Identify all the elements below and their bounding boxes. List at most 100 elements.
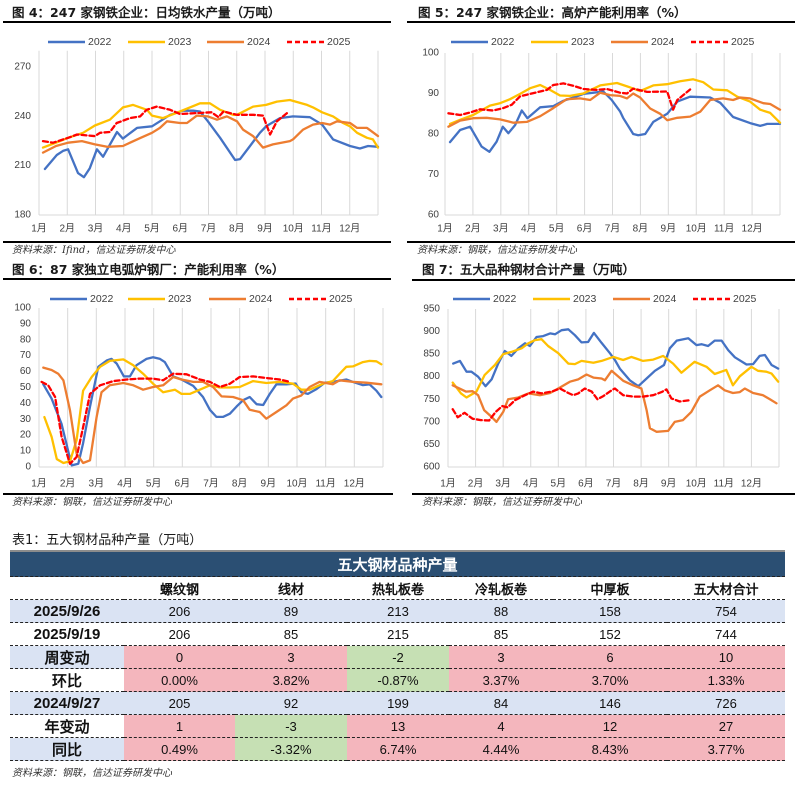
table-1-source: 资料来源：钢联，信达证券研发中心 bbox=[12, 768, 172, 779]
x-tick-label: 5月 bbox=[549, 223, 565, 235]
series-line-2023 bbox=[43, 358, 383, 465]
legend-label-2024: 2024 bbox=[651, 36, 675, 48]
series-line-2025 bbox=[41, 105, 289, 144]
y-tick-label: 80 bbox=[428, 129, 440, 140]
y-tick-label: 50 bbox=[20, 382, 32, 393]
x-tick-label: 4月 bbox=[521, 223, 537, 235]
column-header-rebar: 螺纹钢 bbox=[124, 576, 235, 600]
table-row: 同比 0.49% -3.32% 6.74% 4.44% 8.43% 3.77% bbox=[10, 737, 786, 761]
y-tick-label: 20 bbox=[20, 430, 32, 441]
x-tick-label: 11月 bbox=[315, 478, 335, 490]
row-label: 周变动 bbox=[10, 645, 124, 669]
x-tick-label: 12月 bbox=[344, 478, 365, 490]
x-tick-label: 9月 bbox=[661, 223, 677, 235]
x-tick-label: 12月 bbox=[742, 223, 763, 235]
x-tick-label: 7月 bbox=[203, 478, 219, 490]
x-tick-label: 2月 bbox=[59, 223, 75, 235]
figure-7-bottom-rule bbox=[412, 493, 795, 495]
y-tick-label: 90 bbox=[428, 88, 440, 99]
x-tick-label: 1月 bbox=[437, 223, 453, 235]
column-header-row: 螺纹钢 线材 热轧板卷 冷轧板卷 中厚板 五大材合计 bbox=[10, 576, 786, 600]
table-row: 2025/9/26 206 89 213 88 158 754 bbox=[10, 599, 786, 623]
series-line-2023 bbox=[451, 338, 780, 399]
figure-7-chart: 600 650 700 750 800 850 900 950 1月 2月 3月 4月 5月 6月 7月 8月… bbox=[423, 293, 780, 490]
series-line-2025 bbox=[447, 82, 692, 117]
table-cell: 206 bbox=[124, 599, 235, 623]
x-tick-label: 8月 bbox=[229, 223, 245, 235]
x-tick-label: 7月 bbox=[201, 223, 217, 235]
x-tick-label: 6月 bbox=[578, 478, 594, 490]
x-tick-label: 1月 bbox=[440, 478, 456, 490]
x-tick-label: 11月 bbox=[311, 223, 331, 235]
x-tick-label: 2月 bbox=[468, 478, 484, 490]
table-cell: 146 bbox=[553, 691, 667, 715]
x-tick-label: 8月 bbox=[633, 223, 649, 235]
table-cell: 3.37% bbox=[449, 668, 553, 692]
table-cell: 199 bbox=[347, 691, 449, 715]
column-header-wire-rod: 线材 bbox=[235, 576, 347, 600]
table-cell: 3 bbox=[449, 645, 553, 669]
y-tick-label: 30 bbox=[20, 414, 32, 425]
figure-4-chart: 180 210 240 270 1月 2月 3月 4月 5月 6月 7月 8月 9月 10月 11月 12月 2… bbox=[14, 36, 380, 235]
table-cell: 213 bbox=[347, 599, 449, 623]
row-label: 2024/9/27 bbox=[10, 691, 124, 715]
x-tick-label: 12月 bbox=[741, 478, 762, 490]
table-row: 环比 0.00% 3.82% -0.87% 3.37% 3.70% 1.33% bbox=[10, 668, 786, 692]
y-tick-label: 60 bbox=[20, 366, 32, 377]
x-tick-label: 4月 bbox=[523, 478, 539, 490]
table-cell: 3.77% bbox=[667, 737, 786, 761]
legend-label-2024: 2024 bbox=[653, 293, 677, 305]
x-tick-label: 8月 bbox=[633, 478, 649, 490]
y-tick-label: 40 bbox=[20, 398, 32, 409]
y-tick-label: 850 bbox=[423, 349, 440, 360]
table-cell: 4.44% bbox=[449, 737, 553, 761]
y-tick-label: 900 bbox=[423, 326, 440, 337]
steel-output-table: 五大钢材品种产量 螺纹钢 线材 热轧板卷 冷轧板卷 中厚板 五大材合计 2025… bbox=[10, 550, 786, 761]
table-cell: 3.70% bbox=[553, 668, 667, 692]
x-tick-label: 9月 bbox=[257, 223, 273, 235]
legend-label-2022: 2022 bbox=[491, 36, 515, 48]
x-tick-label: 10月 bbox=[286, 478, 307, 490]
figure-5-chart: 60 70 80 90 100 1月 2月 3月 4月 5月 6月 7月 8月 9月 10月 11月 12月 20… bbox=[422, 36, 782, 235]
figure-5-bottom-rule bbox=[407, 241, 795, 243]
y-tick-label: 100 bbox=[14, 303, 31, 314]
y-tick-label: 0 bbox=[25, 462, 31, 473]
x-tick-label: 11月 bbox=[714, 478, 734, 490]
x-tick-label: 6月 bbox=[175, 478, 191, 490]
x-tick-label: 10月 bbox=[283, 223, 304, 235]
table-row: 周变动 0 3 -2 3 6 10 bbox=[10, 645, 786, 669]
legend-label-2025: 2025 bbox=[329, 293, 353, 305]
x-tick-label: 2月 bbox=[465, 223, 481, 235]
series-line-2023 bbox=[448, 78, 782, 126]
table-cell: 27 bbox=[667, 714, 786, 738]
y-tick-label: 100 bbox=[422, 48, 439, 59]
column-header-hot-rolled-coil: 热轧板卷 bbox=[347, 576, 449, 600]
y-tick-label: 700 bbox=[423, 416, 440, 427]
y-tick-label: 10 bbox=[20, 446, 32, 457]
y-tick-label: 800 bbox=[423, 371, 440, 382]
table-cell: 754 bbox=[667, 599, 786, 623]
series-line-2024 bbox=[451, 369, 778, 433]
x-tick-label: 7月 bbox=[605, 223, 621, 235]
row-label: 同比 bbox=[10, 737, 124, 761]
table-cell: 8.43% bbox=[553, 737, 667, 761]
table-cell: 0.49% bbox=[124, 737, 235, 761]
series-line-2024 bbox=[41, 114, 380, 154]
table-cell: 92 bbox=[235, 691, 347, 715]
legend-label-2024: 2024 bbox=[249, 293, 273, 305]
x-tick-label: 5月 bbox=[144, 223, 160, 235]
x-tick-label: 8月 bbox=[232, 478, 248, 490]
row-label: 环比 bbox=[10, 668, 124, 692]
x-tick-label: 10月 bbox=[686, 223, 707, 235]
figure-6-top-rule bbox=[3, 278, 391, 280]
table-cell: 158 bbox=[553, 599, 667, 623]
figure-5-top-rule bbox=[407, 21, 795, 23]
legend-label-2025: 2025 bbox=[731, 36, 755, 48]
y-tick-label: 70 bbox=[20, 350, 32, 361]
table-row: 年变动 1 -3 13 4 12 27 bbox=[10, 714, 786, 738]
y-tick-label: 210 bbox=[14, 160, 31, 171]
legend-label-2025: 2025 bbox=[733, 293, 757, 305]
table-cell: 84 bbox=[449, 691, 553, 715]
row-label: 2025/9/26 bbox=[10, 599, 124, 623]
legend-label-2025: 2025 bbox=[327, 36, 351, 48]
